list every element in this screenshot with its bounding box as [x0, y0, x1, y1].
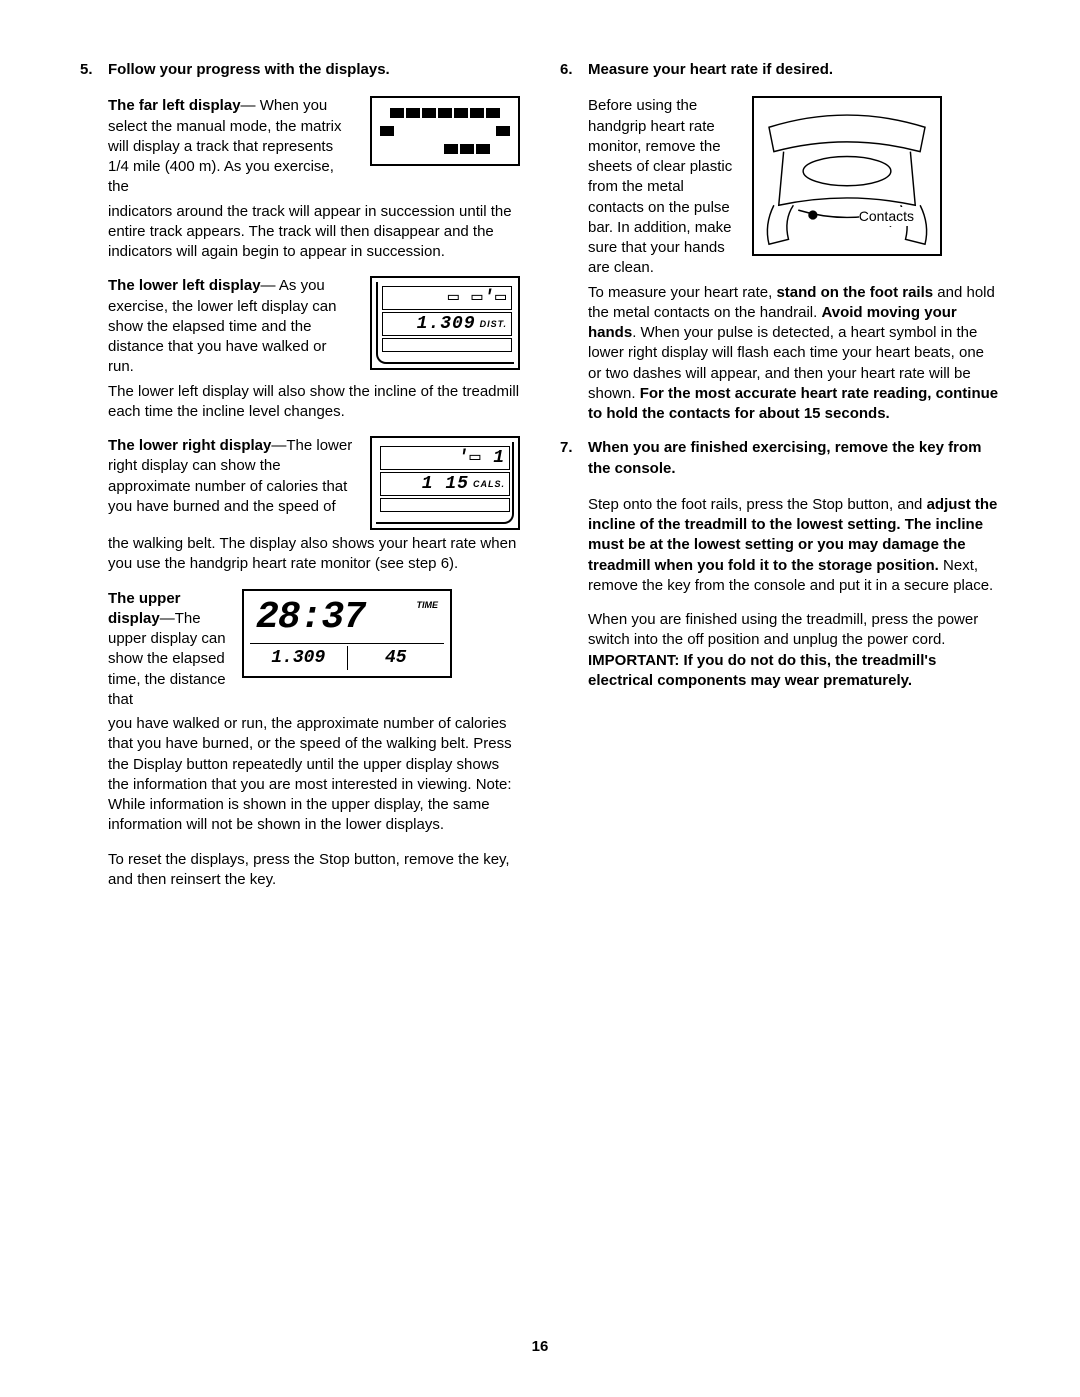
section-5-heading: 5. Follow your progress with the display…	[80, 60, 520, 80]
dash: —	[271, 437, 286, 454]
section-7-body: Step onto the foot rails, press the Stop…	[560, 495, 1000, 691]
upper-sub-2: 45	[348, 646, 445, 670]
lower-left-heading: The lower left display	[108, 277, 261, 294]
lower-left-display-block: The lower left display— As you exercise,…	[108, 276, 520, 377]
matrix-track-figure	[370, 96, 520, 166]
lcd-value: 1 15	[422, 472, 469, 496]
section-6-heading: 6. Measure your heart rate if desired.	[560, 60, 1000, 80]
upper-lcd-figure: 28:37 TIME 1.309 45	[242, 589, 452, 678]
dash: —	[160, 610, 175, 627]
lcd-row-2: 1.309 DIST.	[382, 312, 512, 336]
upper-text: The upper display—The upper display can …	[108, 589, 228, 711]
lower-right-lcd-figure: '▭ 1 1 15 CALS.	[370, 436, 520, 530]
matrix-row-top	[380, 108, 510, 118]
far-left-heading: The far left display	[108, 97, 241, 114]
treadmill-console-icon	[754, 98, 940, 254]
lcd-row-1: ▭ ▭'▭	[382, 286, 512, 310]
section-5-body: The far left display— When you select th…	[80, 96, 520, 890]
section-7-p1: Step onto the foot rails, press the Stop…	[588, 495, 1000, 596]
lcd-label: DIST.	[480, 318, 507, 330]
contacts-figure: Contacts	[752, 96, 942, 256]
section-number: 5.	[80, 60, 108, 80]
left-column: 5. Follow your progress with the display…	[80, 60, 520, 904]
lcd-row-2: 1 15 CALS.	[380, 472, 510, 496]
lcd-row-3	[382, 338, 512, 352]
p2a: To measure your heart rate,	[588, 284, 776, 301]
p2b: IMPORTANT: If you do not do this, the tr…	[588, 652, 936, 689]
section-title: Follow your progress with the displays.	[108, 60, 390, 80]
dash: —	[241, 97, 256, 114]
lcd-row-3	[380, 498, 510, 512]
upper-time-value: 28:37	[256, 599, 365, 637]
p2f: For the most accurate heart rate reading…	[588, 385, 998, 422]
upper-body-2: you have walked or run, the approximate …	[108, 714, 520, 836]
section-6-p2: To measure your heart rate, stand on the…	[588, 283, 1000, 425]
lower-left-text: The lower left display— As you exercise,…	[108, 276, 356, 377]
upper-main-row: 28:37 TIME	[250, 597, 444, 644]
upper-sub-1: 1.309	[250, 646, 348, 670]
manual-page: 5. Follow your progress with the display…	[0, 0, 1080, 1397]
section-7-heading: 7. When you are finished exercising, rem…	[560, 438, 1000, 479]
section-7-p2: When you are finished using the treadmil…	[588, 610, 1000, 691]
lcd-row-1: '▭ 1	[380, 446, 510, 470]
section-number: 7.	[560, 438, 588, 479]
section-title: When you are finished exercising, remove…	[588, 438, 1000, 479]
lower-right-heading: The lower right display	[108, 437, 271, 454]
matrix-row-bottom	[380, 144, 510, 154]
far-left-display-block: The far left display— When you select th…	[108, 96, 520, 197]
heart-rate-intro: Before using the handgrip heart rate mon…	[588, 96, 738, 278]
page-number: 16	[0, 1337, 1080, 1357]
p1a: Step onto the foot rails, press the Stop…	[588, 496, 927, 513]
two-column-layout: 5. Follow your progress with the display…	[80, 60, 1000, 904]
section-number: 6.	[560, 60, 588, 80]
p2b: stand on the foot rails	[776, 284, 933, 301]
lower-right-display-block: The lower right display—The lower right …	[108, 436, 520, 530]
right-column: 6. Measure your heart rate if desired. B…	[560, 60, 1000, 904]
lower-right-body-2: the walking belt. The display also shows…	[108, 534, 520, 575]
lower-left-lcd-figure: ▭ ▭'▭ 1.309 DIST.	[370, 276, 520, 370]
p2a: When you are finished using the treadmil…	[588, 611, 978, 648]
section-title: Measure your heart rate if desired.	[588, 60, 833, 80]
section-6-body: Before using the handgrip heart rate mon…	[560, 96, 1000, 424]
upper-sub-row: 1.309 45	[250, 644, 444, 670]
upper-display-block: The upper display—The upper display can …	[108, 589, 520, 711]
lower-left-body-2: The lower left display will also show th…	[108, 382, 520, 423]
lcd-label: CALS.	[473, 478, 505, 490]
lower-right-text: The lower right display—The lower right …	[108, 436, 356, 517]
reset-paragraph: To reset the displays, press the Stop bu…	[108, 850, 520, 891]
far-left-body-2: indicators around the track will appear …	[108, 202, 520, 263]
lcd-value: 1.309	[417, 312, 476, 336]
heart-rate-block: Before using the handgrip heart rate mon…	[588, 96, 1000, 278]
matrix-row-mid	[380, 126, 510, 136]
far-left-text: The far left display— When you select th…	[108, 96, 356, 197]
contacts-label: Contacts	[859, 207, 914, 226]
upper-time-label: TIME	[417, 599, 439, 611]
dash: —	[261, 277, 276, 294]
